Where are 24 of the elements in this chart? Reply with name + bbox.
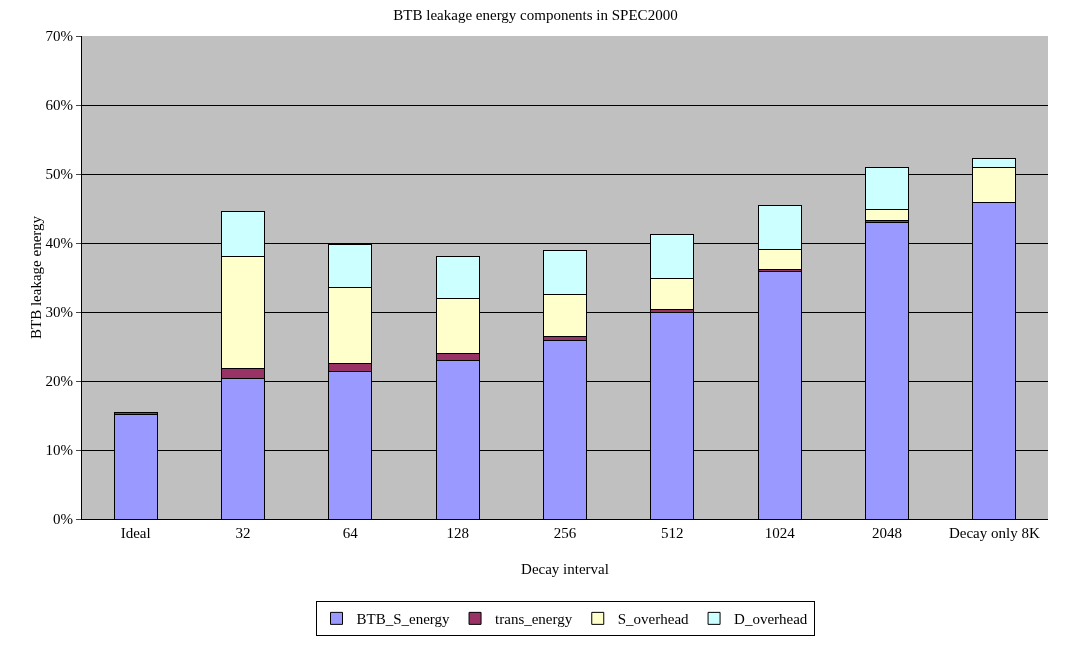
x-tick-label: 512 <box>661 525 684 541</box>
legend-label: BTB_S_energy <box>356 611 451 628</box>
y-tick-label: 20% <box>45 373 73 390</box>
x-tick-label: Ideal <box>120 525 151 541</box>
y-tick-label: 0% <box>53 511 73 528</box>
y-tick-label: 50% <box>45 166 73 183</box>
y-tick-label: 40% <box>45 235 73 252</box>
x-tick-label: 1024 <box>764 525 796 541</box>
y-tick-label: 10% <box>45 442 73 459</box>
x-tick-label: 2048 <box>872 525 902 541</box>
y-tick-label: 30% <box>45 304 73 321</box>
x-tick-label: 256 <box>553 525 577 541</box>
y-tick-label: 60% <box>45 97 73 114</box>
legend-label: D_overhead <box>734 611 808 628</box>
y-axis-title: BTB leakage energy <box>27 215 44 340</box>
legend-label: S_overhead <box>617 611 690 628</box>
chart-title: BTB leakage energy components in SPEC2000 <box>393 7 678 24</box>
y-tick-label: 70% <box>45 28 73 45</box>
x-axis-title: Decay interval <box>521 561 609 577</box>
x-tick-label: 32 <box>235 525 251 541</box>
x-tick-label: 64 <box>342 525 359 541</box>
legend-label: trans_energy <box>495 611 573 628</box>
x-tick-label: 128 <box>446 525 469 541</box>
x-tick-label: Decay only 8K <box>948 525 1040 541</box>
